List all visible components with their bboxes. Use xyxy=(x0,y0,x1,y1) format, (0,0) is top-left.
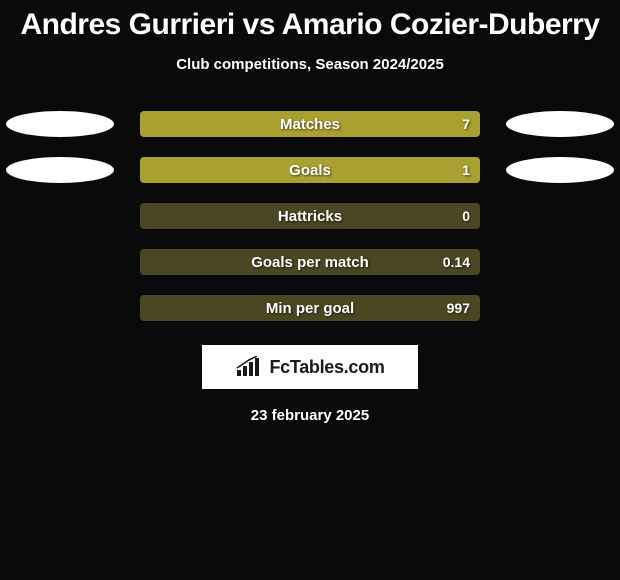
right-ellipse xyxy=(506,111,614,137)
stat-label: Matches xyxy=(280,116,340,133)
logo-box[interactable]: FcTables.com xyxy=(202,345,418,389)
stat-label: Goals xyxy=(289,162,331,179)
left-ellipse xyxy=(6,157,114,183)
chart-icon xyxy=(235,356,263,378)
stat-value: 997 xyxy=(447,300,470,316)
stat-bar: Hattricks 0 xyxy=(140,203,480,229)
stat-value: 1 xyxy=(462,162,470,178)
subtitle: Club competitions, Season 2024/2025 xyxy=(0,56,620,73)
page-title: Andres Gurrieri vs Amario Cozier-Duberry xyxy=(0,0,620,42)
stat-bar: Goals 1 xyxy=(140,157,480,183)
stat-bar: Matches 7 xyxy=(140,111,480,137)
date-text: 23 february 2025 xyxy=(0,407,620,424)
stat-row: Goals 1 xyxy=(0,157,620,183)
stat-bar: Min per goal 997 xyxy=(140,295,480,321)
stat-label: Goals per match xyxy=(251,254,369,271)
stat-bar: Goals per match 0.14 xyxy=(140,249,480,275)
stat-row: Goals per match 0.14 xyxy=(0,249,620,275)
stat-label: Min per goal xyxy=(266,300,354,317)
stat-label: Hattricks xyxy=(278,208,342,225)
stat-row: Matches 7 xyxy=(0,111,620,137)
stat-value: 0 xyxy=(462,208,470,224)
left-ellipse xyxy=(6,111,114,137)
stat-row: Min per goal 997 xyxy=(0,295,620,321)
stat-value: 7 xyxy=(462,116,470,132)
stat-row: Hattricks 0 xyxy=(0,203,620,229)
logo-text: FcTables.com xyxy=(269,357,384,378)
stat-value: 0.14 xyxy=(443,254,470,270)
right-ellipse xyxy=(506,157,614,183)
comparison-chart: Matches 7 Goals 1 Hattricks 0 Goals per match 0… xyxy=(0,111,620,321)
